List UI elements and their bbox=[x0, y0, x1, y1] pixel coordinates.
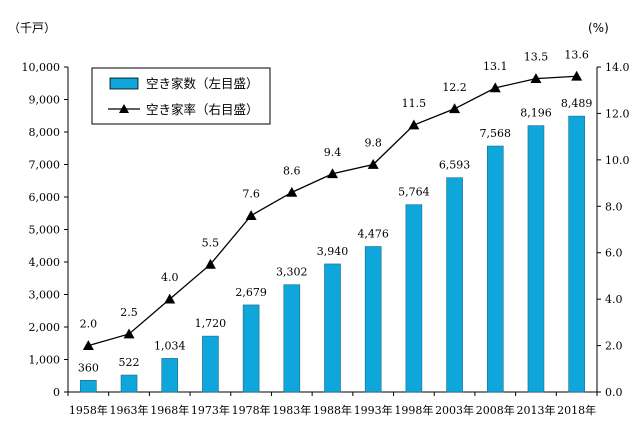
legend-bar-swatch bbox=[109, 77, 139, 90]
bar bbox=[242, 304, 260, 393]
bar bbox=[324, 263, 341, 393]
right-tick-label: 10.0 bbox=[605, 154, 630, 167]
bar-value-label: 1,720 bbox=[195, 317, 227, 330]
line-value-label: 9.4 bbox=[324, 146, 342, 159]
triangle-marker bbox=[449, 103, 461, 114]
left-axis-unit: （千戸） bbox=[8, 21, 56, 35]
bar-value-label: 360 bbox=[78, 361, 99, 374]
right-tick-label: 6.0 bbox=[605, 247, 623, 260]
left-tick-label: 5,000 bbox=[29, 224, 61, 237]
line-series bbox=[82, 70, 583, 350]
bar-value-label: 522 bbox=[119, 356, 140, 369]
bar bbox=[283, 284, 301, 393]
bar-value-label: 6,593 bbox=[439, 159, 471, 172]
x-tick-label: 2003年 bbox=[435, 403, 474, 417]
left-tick-label: 8,000 bbox=[29, 126, 61, 139]
line-value-label: 13.6 bbox=[564, 48, 589, 61]
triangle-marker bbox=[367, 159, 379, 169]
x-tick-label: 1968年 bbox=[150, 403, 189, 417]
right-tick-label: 4.0 bbox=[605, 293, 623, 306]
triangle-marker bbox=[123, 328, 135, 339]
line-value-label: 8.6 bbox=[283, 164, 301, 177]
right-axis-unit: (%) bbox=[588, 21, 609, 35]
line-value-label: 2.5 bbox=[120, 306, 138, 319]
triangle-marker bbox=[245, 210, 257, 220]
bar-value-label: 3,940 bbox=[317, 245, 349, 258]
right-tick-label: 12.0 bbox=[605, 107, 630, 120]
bar-value-label: 4,476 bbox=[357, 228, 389, 241]
x-tick-label: 2013年 bbox=[516, 403, 555, 417]
bar bbox=[120, 374, 138, 393]
bar-value-label: 8,196 bbox=[520, 107, 552, 120]
left-tick-label: 2,000 bbox=[29, 321, 61, 334]
x-tick-label: 1973年 bbox=[191, 403, 230, 417]
bar bbox=[364, 246, 382, 393]
x-tick-label: 1993年 bbox=[354, 403, 393, 417]
triangle-marker bbox=[286, 186, 298, 197]
line-value-label: 12.2 bbox=[442, 81, 467, 94]
triangle-marker bbox=[571, 70, 583, 81]
left-tick-label: 0 bbox=[53, 386, 60, 399]
left-tick-label: 4,000 bbox=[29, 256, 61, 269]
x-tick-label: 1958年 bbox=[69, 403, 108, 417]
bar-series bbox=[80, 115, 585, 393]
x-tick-label: 1988年 bbox=[313, 403, 352, 417]
left-tick-label: 10,000 bbox=[22, 61, 61, 74]
bar bbox=[486, 145, 504, 393]
line-value-label: 13.5 bbox=[524, 51, 549, 64]
bar-value-label: 5,764 bbox=[398, 186, 430, 199]
legend: 空き家数（左目盛） 空き家率（右目盛） bbox=[91, 67, 271, 125]
line-value-label: 5.5 bbox=[202, 236, 220, 249]
right-tick-label: 2.0 bbox=[605, 340, 623, 353]
left-tick-label: 7,000 bbox=[29, 159, 61, 172]
x-tick-label: 2008年 bbox=[476, 403, 515, 417]
left-tick-label: 9,000 bbox=[29, 94, 61, 107]
bar-value-label: 2,679 bbox=[235, 286, 267, 299]
right-tick-label: 8.0 bbox=[605, 200, 623, 213]
x-tick-label: 2018年 bbox=[557, 403, 596, 417]
data-labels: 360 522 1,034 1,720 2,679 3,302 3,940 4,476 5,76… bbox=[78, 48, 593, 374]
left-tick-label: 3,000 bbox=[29, 289, 61, 302]
triangle-marker bbox=[82, 340, 94, 350]
line-value-label: 7.6 bbox=[242, 188, 260, 201]
bar bbox=[568, 115, 585, 393]
bar bbox=[80, 379, 97, 393]
left-tick-label: 1,000 bbox=[29, 354, 61, 367]
triangle-marker bbox=[408, 119, 420, 130]
line-value-label: 2.0 bbox=[80, 318, 98, 331]
triangle-marker bbox=[327, 168, 338, 179]
x-tick-label: 1983年 bbox=[272, 403, 311, 417]
bar-value-label: 7,568 bbox=[480, 127, 512, 140]
bar bbox=[527, 125, 545, 393]
bar bbox=[405, 204, 423, 393]
right-tick-label: 0.0 bbox=[605, 386, 623, 399]
triangle-marker bbox=[489, 82, 501, 93]
bar bbox=[446, 177, 463, 393]
legend-bar-label: 空き家数（左目盛） bbox=[146, 76, 259, 91]
line-value-label: 9.8 bbox=[364, 137, 382, 150]
right-tick-label: 14.0 bbox=[605, 61, 630, 74]
x-tick-label: 1963年 bbox=[110, 403, 149, 417]
bar bbox=[161, 358, 179, 393]
axes: 0 1,000 2,000 3,000 4,000 5,000 6,000 7,000 8,00… bbox=[22, 61, 630, 417]
line-value-label: 11.5 bbox=[402, 97, 427, 110]
bar-value-label: 1,034 bbox=[154, 339, 186, 352]
bar-value-label: 3,302 bbox=[276, 266, 308, 279]
triangle-marker bbox=[530, 73, 542, 84]
legend-box bbox=[91, 67, 271, 125]
line-value-label: 13.1 bbox=[483, 60, 508, 73]
left-tick-label: 6,000 bbox=[29, 191, 61, 204]
triangle-marker bbox=[204, 258, 216, 269]
x-tick-label: 1998年 bbox=[394, 403, 433, 417]
bar-value-label: 8,489 bbox=[561, 97, 593, 110]
legend-line-label: 空き家率（右目盛） bbox=[146, 102, 259, 117]
x-tick-label: 1978年 bbox=[232, 403, 271, 417]
bar bbox=[202, 335, 219, 393]
legend-triangle-marker bbox=[119, 104, 129, 113]
triangle-marker bbox=[164, 293, 176, 304]
line-value-label: 4.0 bbox=[161, 271, 179, 284]
